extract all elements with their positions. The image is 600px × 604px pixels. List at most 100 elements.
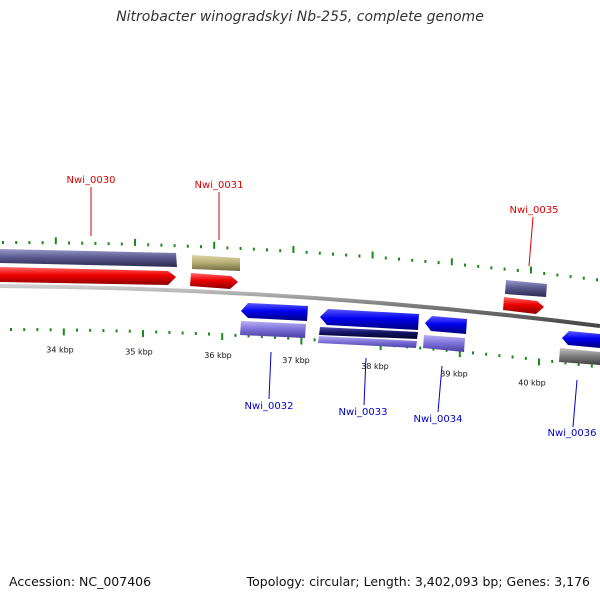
- scale-label: 35 kbp: [125, 348, 153, 357]
- gene-block-nwi-0031[interactable]: [192, 255, 240, 271]
- tick-mark: [247, 334, 250, 338]
- tick-mark: [107, 242, 110, 246]
- tick-mark: [239, 247, 242, 250]
- tick-mark: [313, 338, 316, 342]
- tick-mark: [551, 359, 554, 363]
- cds-arrow-nwi-0033[interactable]: [320, 309, 419, 330]
- tick-mark: [28, 241, 31, 245]
- gene-block-nwi-0036[interactable]: [559, 348, 600, 365]
- gene-block-nwi-0030[interactable]: [0, 249, 177, 267]
- accession-text: Accession: NC_007406: [9, 574, 152, 589]
- tick-mark: [155, 330, 158, 334]
- tick-mark: [419, 346, 422, 350]
- tick-mark: [252, 247, 255, 251]
- tick-mark: [200, 245, 202, 249]
- cds-arrow-nwi-0032[interactable]: [241, 303, 308, 321]
- tick-mark: [266, 248, 268, 252]
- tick-mark: [221, 333, 224, 341]
- tick-mark: [234, 333, 237, 337]
- tick-mark: [81, 241, 84, 245]
- tick-mark: [168, 331, 171, 334]
- tick-mark: [577, 363, 580, 366]
- tick-mark: [556, 273, 559, 277]
- gene-label-nwi-0036[interactable]: Nwi_0036: [548, 428, 597, 439]
- tick-mark: [94, 241, 97, 245]
- tick-mark: [524, 356, 527, 360]
- tick-mark: [2, 241, 4, 244]
- cds-arrow-nwi-0036[interactable]: [562, 331, 600, 348]
- forward-features: [0, 249, 547, 314]
- tick-mark: [134, 238, 136, 246]
- tick-mark: [36, 328, 39, 332]
- cds-arrow-nwi-0031[interactable]: [190, 273, 238, 289]
- gene-block-nwi-0034[interactable]: [423, 335, 465, 352]
- tick-mark: [226, 246, 229, 250]
- tick-mark: [54, 237, 57, 245]
- tick-mark: [292, 246, 295, 253]
- tick-mark: [464, 263, 466, 267]
- tick-mark: [49, 328, 52, 332]
- gene-label-nwi-0031[interactable]: Nwi_0031: [195, 180, 244, 191]
- gene-block-nwi-0032[interactable]: [240, 321, 306, 338]
- genome-backbone: [0, 284, 600, 328]
- scale-label: 34 kbp: [46, 345, 74, 354]
- gene-label-nwi-0032[interactable]: Nwi_0032: [245, 401, 294, 412]
- tick-mark: [194, 332, 197, 335]
- tick-mark: [458, 350, 461, 358]
- tick-mark: [384, 256, 387, 260]
- gene-block-nwi-0033b[interactable]: [318, 336, 417, 348]
- tick-mark: [318, 251, 321, 255]
- callout-line-nwi-0034: [437, 365, 443, 413]
- cds-arrow-nwi-0034[interactable]: [425, 316, 467, 334]
- tick-mark: [23, 328, 26, 332]
- tick-mark: [490, 266, 493, 270]
- gene-block-nwi-0033[interactable]: [319, 327, 418, 339]
- cds-arrow-nwi-0030[interactable]: [0, 267, 176, 285]
- tick-mark: [213, 241, 216, 249]
- gene-label-nwi-0034[interactable]: Nwi_0034: [414, 414, 463, 425]
- gene-label-nwi-0035[interactable]: Nwi_0035: [510, 205, 559, 216]
- tick-mark: [260, 335, 263, 339]
- callout-line-nwi-0035: [528, 216, 534, 267]
- tick-mark: [477, 264, 480, 268]
- tick-mark: [102, 329, 105, 333]
- tick-mark: [432, 347, 435, 351]
- tick-mark: [160, 243, 163, 247]
- tick-mark: [472, 351, 474, 355]
- tick-mark: [332, 252, 334, 256]
- gene-label-nwi-0033[interactable]: Nwi_0033: [339, 407, 388, 418]
- tick-mark: [76, 328, 78, 332]
- tick-mark: [120, 242, 123, 246]
- scale-label: 38 kbp: [361, 362, 389, 371]
- tick-mark: [596, 278, 598, 282]
- tick-mark: [569, 275, 572, 279]
- tick-mark: [511, 355, 514, 359]
- tick-mark: [371, 251, 374, 259]
- tick-mark: [208, 332, 210, 336]
- tick-mark: [147, 243, 150, 247]
- tick-mark: [538, 358, 540, 366]
- genome-summary-text: Topology: circular; Length: 3,402,093 bp…: [246, 574, 590, 589]
- tick-mark: [142, 330, 144, 338]
- gene-label-nwi-0030[interactable]: Nwi_0030: [67, 175, 116, 186]
- tick-mark: [300, 337, 303, 345]
- tick-mark: [287, 336, 290, 340]
- tick-mark: [274, 335, 276, 339]
- page-title: Nitrobacter winogradskyi Nb-255, complet…: [116, 9, 484, 25]
- tick-mark: [10, 328, 12, 331]
- callout-line-nwi-0032: [268, 351, 272, 400]
- tick-mark: [590, 364, 593, 368]
- tick-mark: [398, 257, 400, 261]
- tick-mark: [424, 259, 427, 263]
- tick-mark: [173, 244, 176, 248]
- tick-mark: [411, 258, 414, 262]
- tick-mark: [358, 254, 361, 258]
- scale-label: 40 kbp: [518, 378, 546, 387]
- gene-block-nwi-0035[interactable]: [505, 280, 547, 297]
- reverse-features: [240, 303, 600, 365]
- tick-mark: [115, 329, 118, 333]
- cds-arrow-nwi-0035[interactable]: [503, 297, 544, 314]
- tick-mark: [279, 249, 282, 253]
